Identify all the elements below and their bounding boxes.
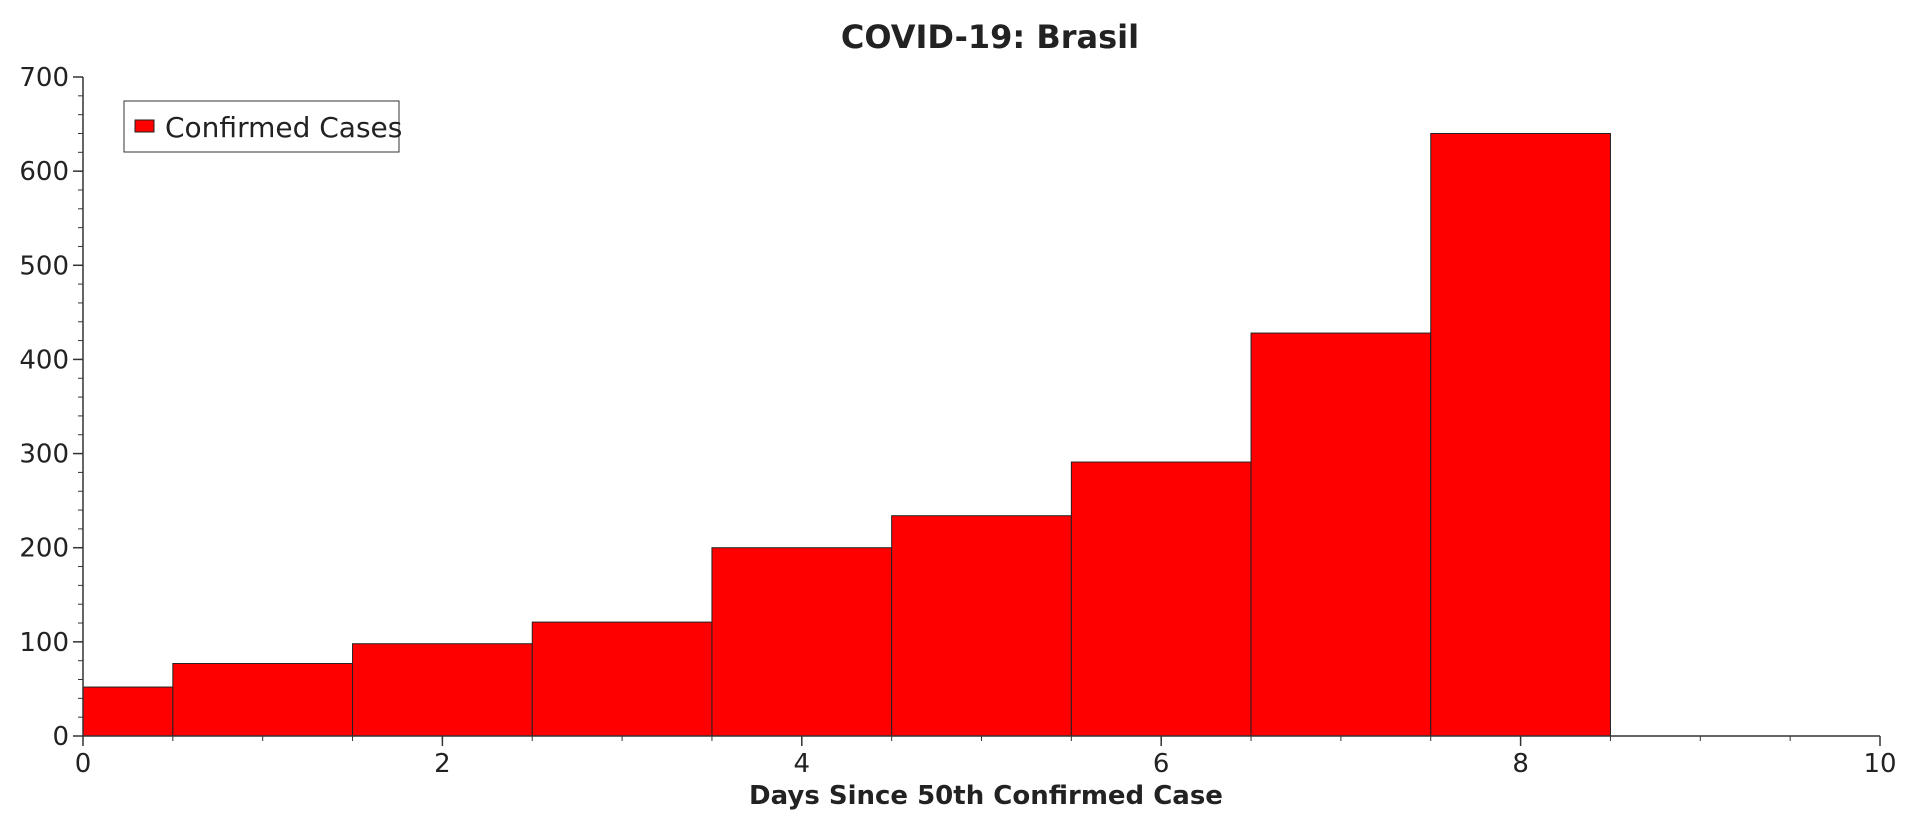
x-tick-label-6: 6 — [1153, 749, 1170, 779]
legend-swatch — [134, 119, 155, 133]
x-tick-label-4: 4 — [794, 749, 811, 779]
bars-layer — [82, 132, 1611, 737]
x-tick-label-8: 8 — [1512, 749, 1529, 779]
x-tick-label-10: 10 — [1863, 749, 1896, 779]
x-axis-label: Days Since 50th Confirmed Case — [749, 781, 1223, 811]
x-tick-label-2: 2 — [434, 749, 451, 779]
legend: Confirmed Cases — [123, 100, 402, 153]
legend-box — [123, 100, 400, 153]
bar-day-5 — [891, 515, 1072, 737]
y-tick-label-700: 700 — [19, 63, 69, 93]
chart-title: COVID-19: Brasil — [841, 18, 1139, 56]
bar-day-4 — [711, 547, 893, 737]
axes-layer: 0 100 200 300 400 500 600 700 0 2 4 6 8 10 — [19, 63, 1896, 779]
legend-label-confirmed-cases: Confirmed Cases — [165, 111, 402, 144]
bar-day-1 — [172, 663, 354, 737]
y-tick-label-100: 100 — [19, 628, 69, 658]
y-tick-label-400: 400 — [19, 345, 69, 375]
y-tick-label-0: 0 — [52, 722, 69, 752]
y-tick-label-300: 300 — [19, 440, 69, 470]
y-tick-label-200: 200 — [19, 534, 69, 564]
bar-day-8 — [1430, 132, 1611, 737]
bar-day-2 — [352, 643, 533, 737]
bar-day-7 — [1250, 332, 1432, 737]
x-tick-label-0: 0 — [75, 749, 92, 779]
bar-day-0 — [82, 686, 174, 737]
y-tick-label-500: 500 — [19, 251, 69, 281]
bar-day-3 — [531, 621, 713, 737]
y-tick-label-600: 600 — [19, 157, 69, 187]
bar-day-6 — [1070, 461, 1252, 737]
